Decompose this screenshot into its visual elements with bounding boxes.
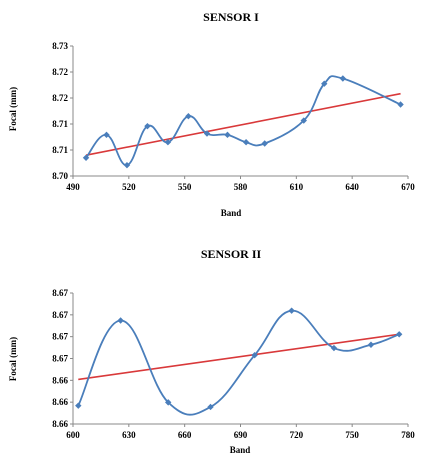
data-point-marker [321,80,328,87]
x-tick-label: 750 [345,430,359,440]
series-layer [82,75,404,169]
chart-title: SENSOR II [201,247,262,261]
x-tick-label: 660 [178,430,192,440]
y-tick-label: 8.72 [52,67,68,77]
trendline [78,333,400,381]
data-point-marker [75,402,82,409]
y-tick-label: 8.73 [52,41,68,51]
data-point-marker [397,101,404,108]
data-point-marker [103,131,110,139]
x-tick-label: 690 [234,430,248,440]
data-point-marker [117,317,124,324]
y-axis-label: Focal (mm) [8,87,18,131]
data-point-marker [330,344,338,352]
data-point-marker [203,130,211,137]
data-point-marker [224,131,231,139]
x-tick-label: 600 [66,430,80,440]
x-tick-labels: 600 630 660 690 720 750 780 [66,430,415,440]
data-point-marker [300,117,307,124]
data-point-marker [288,307,295,314]
data-point-marker [242,139,250,146]
x-tick-label: 670 [401,182,415,192]
y-tick-label: 8.66 [52,375,68,385]
data-point-marker [261,140,268,147]
axes [70,45,409,179]
y-tick-label: 8.67 [52,310,68,320]
y-tick-label: 8.71 [52,119,68,129]
chart-sensor-2: SENSOR II Band Focal (mm) 8.668.668.668.… [8,247,415,455]
x-tick-label: 720 [290,430,304,440]
data-point-marker [82,154,90,161]
x-tick-label: 630 [122,430,136,440]
axes [70,292,409,427]
y-tick-label: 8.67 [52,288,68,298]
data-point-marker [339,75,347,82]
data-point-marker [207,403,214,411]
y-tick-label: 8.72 [52,93,68,103]
y-tick-label: 8.71 [52,145,68,155]
y-tick-label: 8.70 [52,171,68,181]
data-point-marker [165,399,172,406]
y-tick-labels: 8.70 8.71 8.71 8.72 8.72 8.73 [52,41,68,181]
x-axis-label: Band [221,208,242,218]
trendline [85,92,401,156]
data-point-marker [144,122,151,130]
series-line [85,75,401,167]
x-tick-label: 640 [345,182,359,192]
data-point-marker [185,113,192,120]
series-layer [75,307,403,416]
x-tick-label: 520 [122,182,136,192]
x-tick-labels: 490 520 550 580 610 640 670 [66,182,415,192]
data-point-marker [367,341,375,348]
series-line [77,309,400,416]
y-tick-label: 8.67 [52,332,68,342]
y-tick-labels: 8.66 8.66 8.66 8.67 8.67 8.67 8.67 [52,288,68,429]
y-tick-label: 8.67 [52,354,68,364]
x-tick-label: 490 [66,182,80,192]
chart-sensor-1: SENSOR I Band Focal (mm) 8.708.718.718.7… [8,10,415,218]
data-point-marker [123,161,131,169]
x-tick-label: 550 [178,182,192,192]
x-tick-label: 610 [290,182,304,192]
data-point-marker [164,139,172,146]
x-tick-label: 580 [234,182,248,192]
x-axis-label: Band [230,445,251,455]
y-tick-label: 8.66 [52,419,68,429]
x-tick-label: 780 [401,430,415,440]
y-tick-label: 8.66 [52,397,68,407]
data-point-marker [251,352,258,359]
data-point-marker [395,331,403,338]
y-axis-label: Focal (mm) [8,337,18,381]
chart-title: SENSOR I [203,10,259,24]
